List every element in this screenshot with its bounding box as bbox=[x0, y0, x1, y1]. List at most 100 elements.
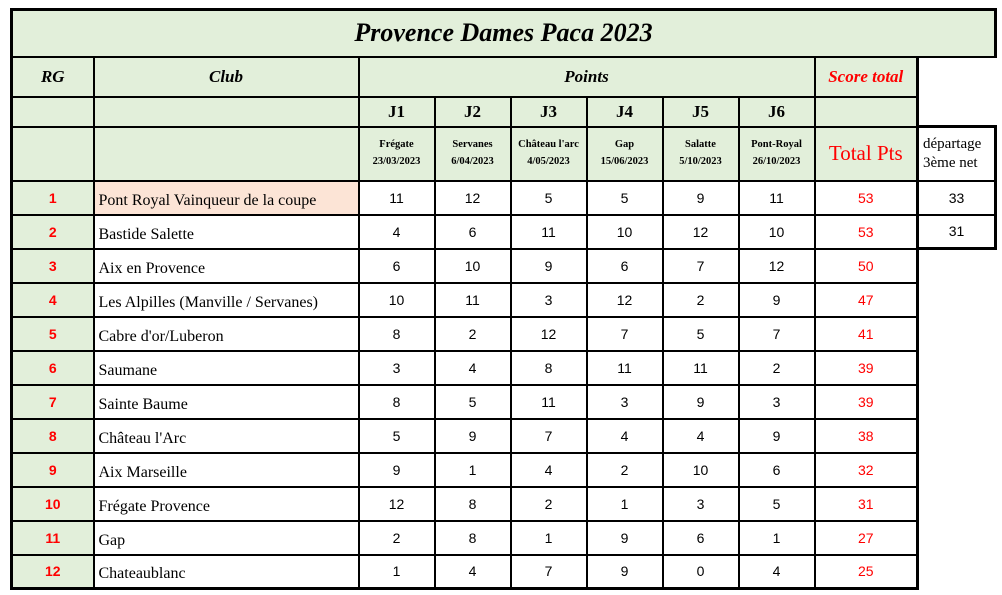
points-cell-j5: 5 bbox=[661, 315, 740, 352]
round-label-row: J1 J2 J3 J4 J5 J6 bbox=[10, 95, 999, 128]
points-cell-j1: 8 bbox=[357, 315, 436, 352]
total-cell: 53 bbox=[813, 213, 919, 250]
total-cell: 38 bbox=[813, 417, 919, 454]
points-cell-j2: 1 bbox=[433, 451, 512, 488]
tiebreak-empty bbox=[918, 419, 996, 453]
rank-cell: 3 bbox=[10, 247, 95, 284]
club-cell: Chateaublanc bbox=[92, 553, 360, 590]
points-cell-j6: 3 bbox=[737, 383, 816, 420]
tiebreak-empty bbox=[918, 453, 996, 487]
points-cell-j1: 1 bbox=[357, 553, 436, 590]
tiebreak-header-line2: 3ème net bbox=[923, 154, 978, 171]
points-cell-j4: 7 bbox=[585, 315, 664, 352]
points-cell-j3: 3 bbox=[509, 281, 588, 318]
points-cell-j6: 9 bbox=[737, 281, 816, 318]
points-cell-j4: 5 bbox=[585, 179, 664, 216]
col-header-club: Club bbox=[92, 55, 360, 98]
rank-cell: 9 bbox=[10, 451, 95, 488]
round-label-j1: J1 bbox=[357, 95, 436, 128]
standings-row-8: 8 Château l'Arc 5 9 7 4 4 9 38 bbox=[10, 417, 999, 454]
points-cell-j3: 4 bbox=[509, 451, 588, 488]
total-cell: 32 bbox=[813, 451, 919, 488]
tiebreak-header-line1: départage bbox=[923, 136, 982, 152]
points-cell-j1: 4 bbox=[357, 213, 436, 250]
points-cell-j5: 12 bbox=[661, 213, 740, 250]
club-cell: Cabre d'or/Luberon bbox=[92, 315, 360, 352]
points-cell-j4: 10 bbox=[585, 213, 664, 250]
col-header-rg: RG bbox=[10, 55, 95, 98]
tiebreak-empty bbox=[918, 351, 996, 385]
round-venue-j3: Château l'arc 4/05/2023 bbox=[509, 125, 588, 182]
points-cell-j4: 6 bbox=[585, 247, 664, 284]
total-cell: 39 bbox=[813, 349, 919, 386]
points-cell-j2: 11 bbox=[433, 281, 512, 318]
points-cell-j1: 8 bbox=[357, 383, 436, 420]
rank-cell: 12 bbox=[10, 553, 95, 590]
points-cell-j3: 7 bbox=[509, 553, 588, 590]
points-cell-j5: 9 bbox=[661, 383, 740, 420]
tiebreak-empty bbox=[918, 317, 996, 351]
points-cell-j4: 9 bbox=[585, 553, 664, 590]
total-cell: 31 bbox=[813, 485, 919, 522]
page-title: Provence Dames Paca 2023 bbox=[10, 8, 997, 58]
points-cell-j5: 0 bbox=[661, 553, 740, 590]
round-venue-row: Frégate 23/03/2023 Servanes 6/04/2023 Châtea… bbox=[10, 125, 999, 182]
tiebreak-empty bbox=[918, 521, 996, 555]
points-cell-j5: 2 bbox=[661, 281, 740, 318]
tiebreak-empty bbox=[918, 283, 996, 317]
tiebreak-empty bbox=[918, 57, 996, 97]
round-venue-j5: Salatte 5/10/2023 bbox=[661, 125, 740, 182]
points-cell-j2: 4 bbox=[433, 553, 512, 590]
col-header-points: Points bbox=[357, 55, 816, 98]
points-cell-j6: 12 bbox=[737, 247, 816, 284]
points-cell-j4: 11 bbox=[585, 349, 664, 386]
points-cell-j2: 2 bbox=[433, 315, 512, 352]
points-cell-j4: 4 bbox=[585, 417, 664, 454]
club-cell: Pont Royal Vainqueur de la coupe bbox=[92, 179, 360, 216]
club-cell: Aix en Provence bbox=[92, 247, 360, 284]
round-label-j3: J3 bbox=[509, 95, 588, 128]
round-venue-j1: Frégate 23/03/2023 bbox=[357, 125, 436, 182]
points-cell-j6: 7 bbox=[737, 315, 816, 352]
points-cell-j6: 1 bbox=[737, 519, 816, 556]
rank-cell: 4 bbox=[10, 281, 95, 318]
points-cell-j1: 6 bbox=[357, 247, 436, 284]
points-cell-j4: 3 bbox=[585, 383, 664, 420]
total-pts-header: Total Pts bbox=[813, 125, 919, 182]
points-cell-j1: 5 bbox=[357, 417, 436, 454]
standings-row-12: 12 Chateaublanc 1 4 7 9 0 4 25 bbox=[10, 553, 999, 590]
round-venue-j2: Servanes 6/04/2023 bbox=[433, 125, 512, 182]
points-cell-j3: 2 bbox=[509, 485, 588, 522]
rank-cell: 10 bbox=[10, 485, 95, 522]
points-cell-j3: 1 bbox=[509, 519, 588, 556]
club-cell: Aix Marseille bbox=[92, 451, 360, 488]
empty-cell bbox=[10, 125, 95, 182]
points-cell-j3: 5 bbox=[509, 179, 588, 216]
empty-cell bbox=[813, 95, 919, 128]
club-cell: Bastide Salette bbox=[92, 213, 360, 250]
standings-row-5: 5 Cabre d'or/Luberon 8 2 12 7 5 7 41 bbox=[10, 315, 999, 352]
points-cell-j3: 7 bbox=[509, 417, 588, 454]
round-venue-j4: Gap 15/06/2023 bbox=[585, 125, 664, 182]
points-cell-j2: 12 bbox=[433, 179, 512, 216]
round-venue-j6: Pont-Royal 26/10/2023 bbox=[737, 125, 816, 182]
points-cell-j4: 12 bbox=[585, 281, 664, 318]
tiebreak-empty bbox=[918, 385, 996, 419]
total-cell: 47 bbox=[813, 281, 919, 318]
round-label-j4: J4 bbox=[585, 95, 664, 128]
tiebreak-empty bbox=[996, 10, 999, 57]
points-cell-j1: 12 bbox=[357, 485, 436, 522]
standings-row-11: 11 Gap 2 8 1 9 6 1 27 bbox=[10, 519, 999, 556]
title-row: Provence Dames Paca 2023 bbox=[10, 8, 999, 58]
club-cell: Gap bbox=[92, 519, 360, 556]
points-cell-j2: 4 bbox=[433, 349, 512, 386]
standings-row-7: 7 Sainte Baume 8 5 11 3 9 3 39 bbox=[10, 383, 999, 420]
total-cell: 41 bbox=[813, 315, 919, 352]
points-cell-j6: 2 bbox=[737, 349, 816, 386]
points-cell-j5: 6 bbox=[661, 519, 740, 556]
standings-row-6: 6 Saumane 3 4 8 11 11 2 39 bbox=[10, 349, 999, 386]
tiebreak-cell: 33 bbox=[916, 179, 997, 216]
points-cell-j5: 11 bbox=[661, 349, 740, 386]
tiebreak-empty bbox=[918, 487, 996, 521]
total-cell: 25 bbox=[813, 553, 919, 590]
